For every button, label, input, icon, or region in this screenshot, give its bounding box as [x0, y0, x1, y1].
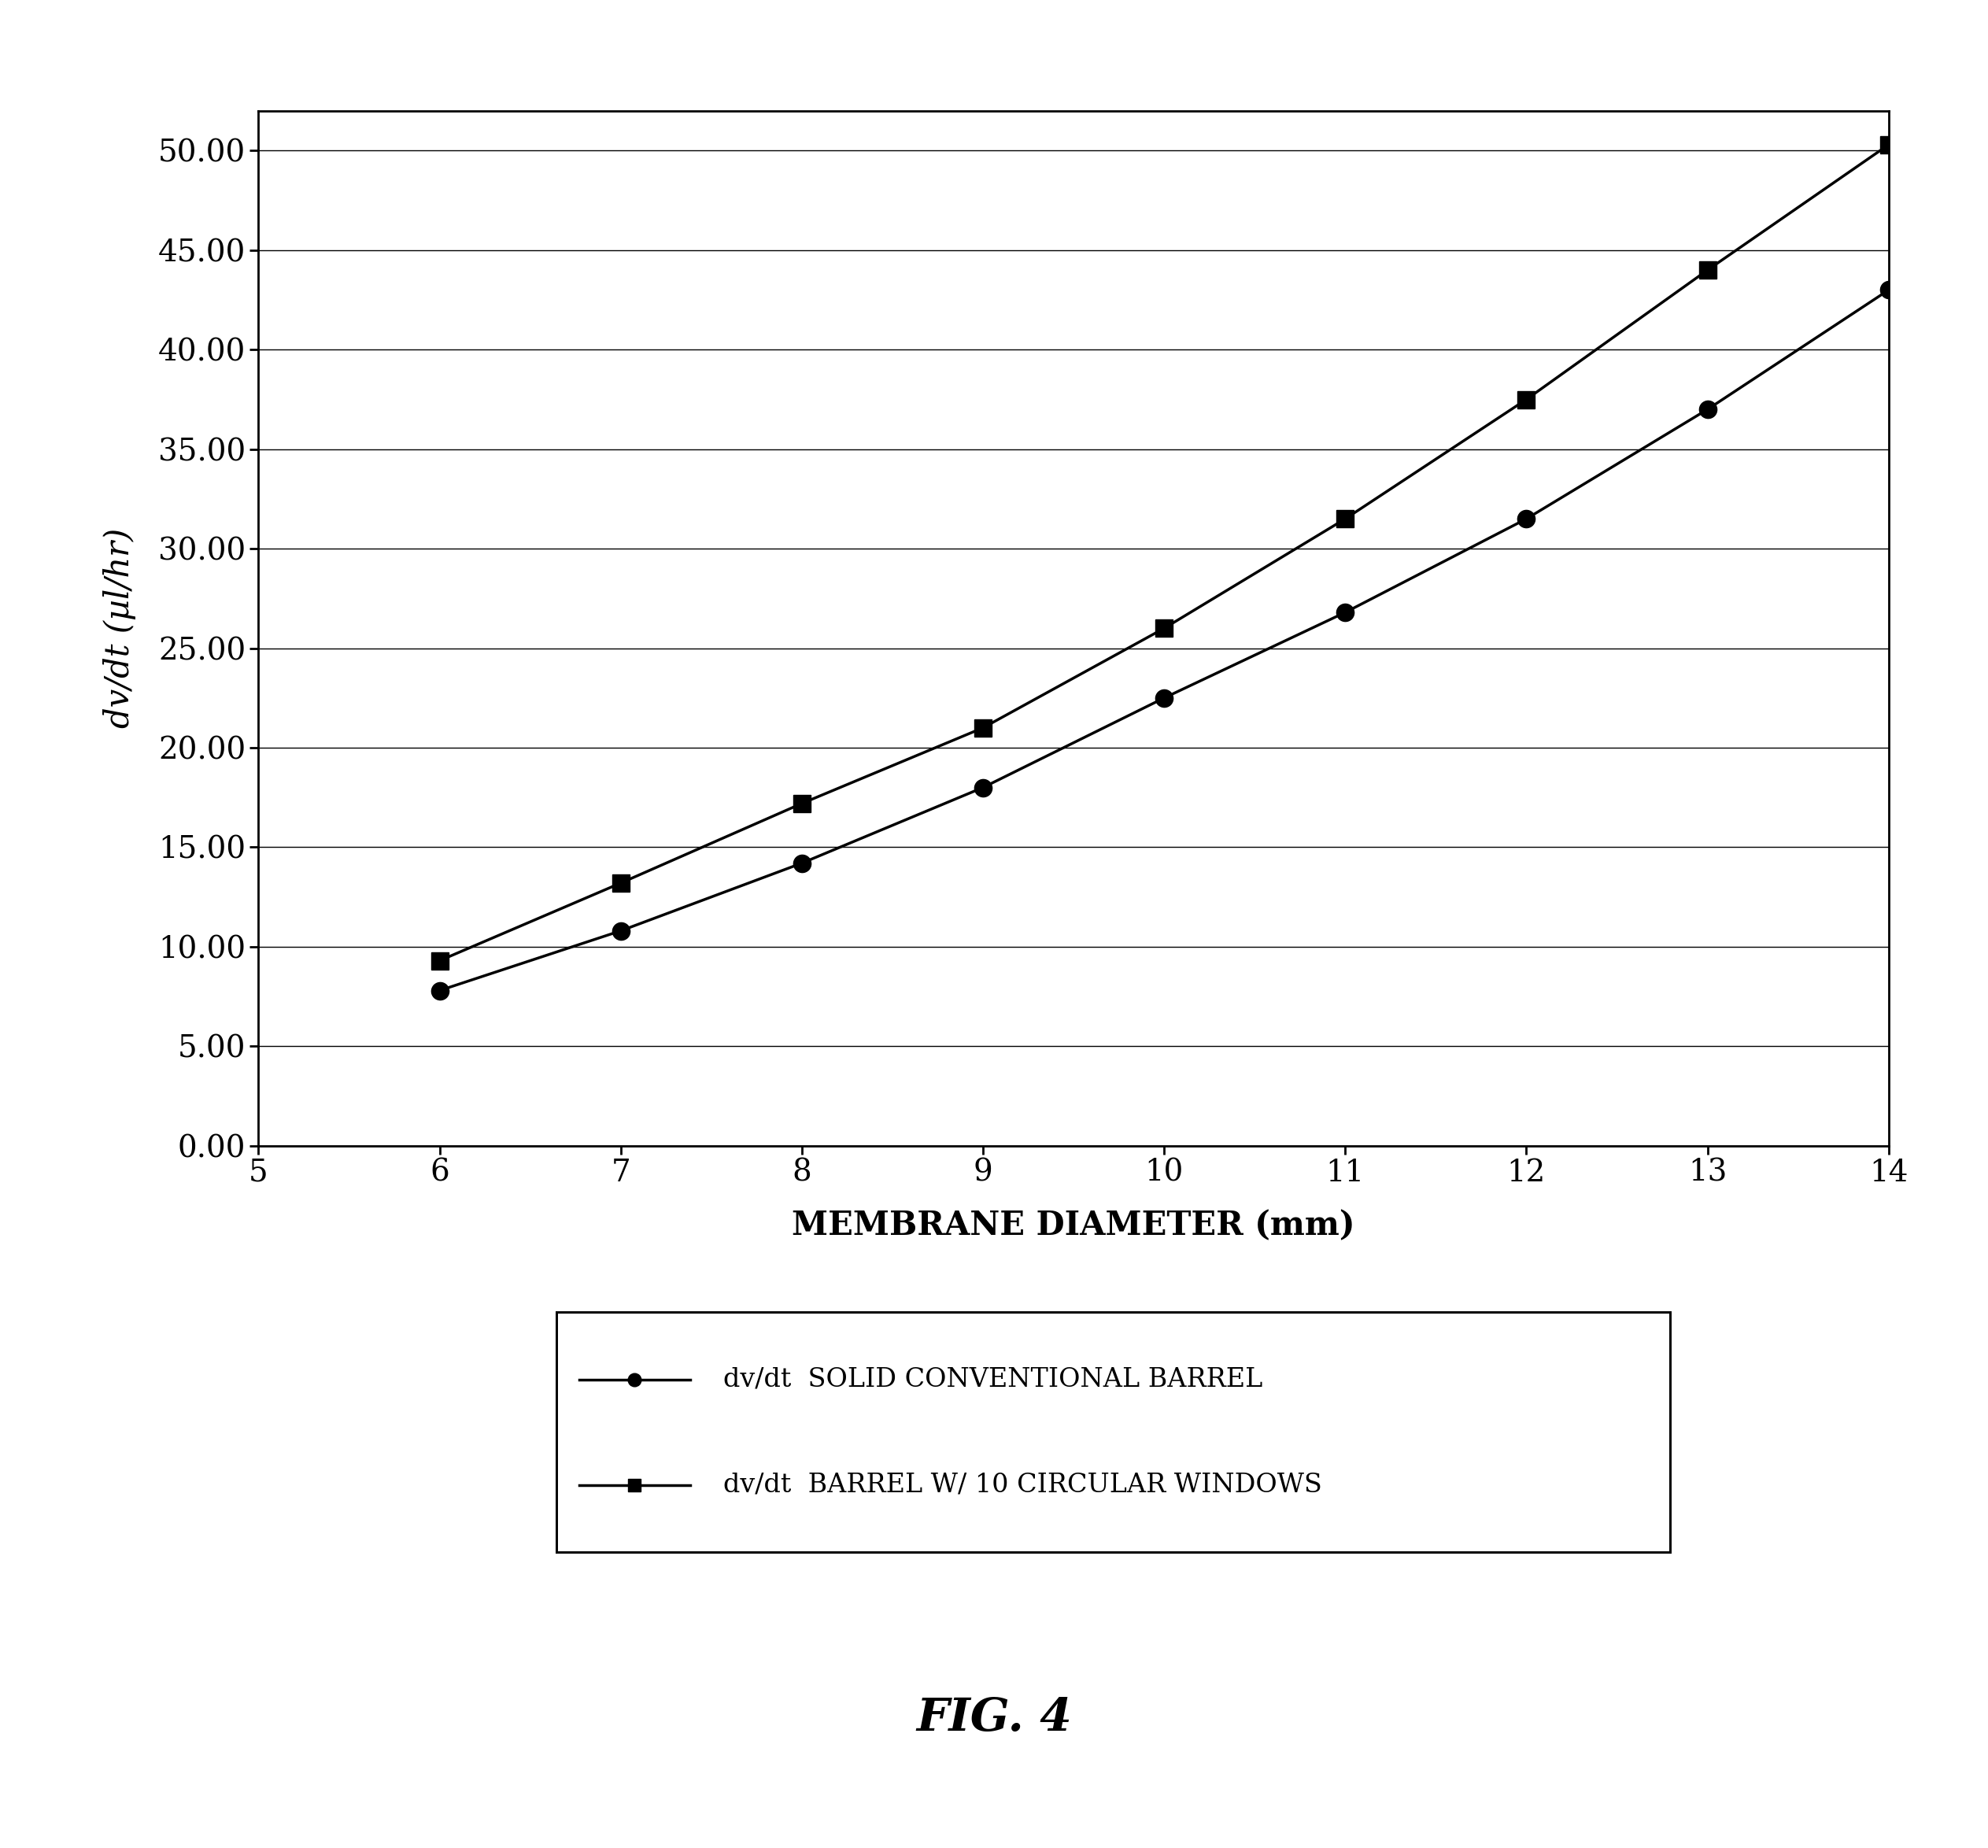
X-axis label: MEMBRANE DIAMETER (mm): MEMBRANE DIAMETER (mm): [791, 1209, 1356, 1242]
Y-axis label: dv/dt (µl/hr): dv/dt (µl/hr): [103, 529, 137, 728]
Text: dv/dt  BARREL W/ 10 CIRCULAR WINDOWS: dv/dt BARREL W/ 10 CIRCULAR WINDOWS: [724, 1473, 1322, 1497]
Text: dv/dt  SOLID CONVENTIONAL BARREL: dv/dt SOLID CONVENTIONAL BARREL: [724, 1368, 1262, 1392]
Text: FIG. 4: FIG. 4: [916, 1696, 1072, 1741]
